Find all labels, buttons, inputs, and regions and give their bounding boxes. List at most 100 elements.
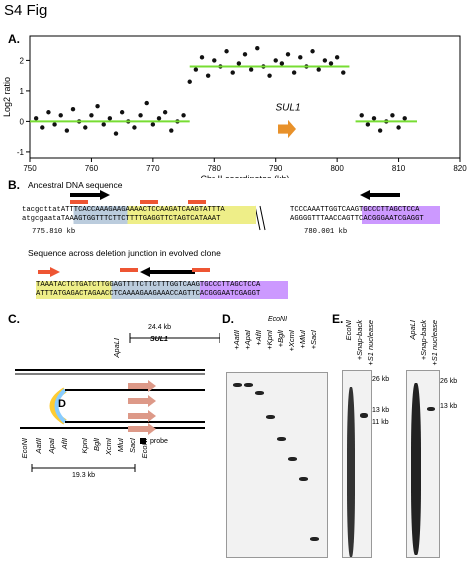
data-point: [279, 61, 285, 66]
data-point: [95, 103, 100, 109]
panel-d-label: D.: [222, 312, 234, 326]
arrow-red-2: [140, 200, 158, 204]
gene-arrow-2: [128, 395, 156, 407]
band: [233, 383, 242, 387]
d-lane-2: +ApaI: [243, 330, 252, 350]
panel-a-label: A.: [8, 32, 20, 46]
data-point: [273, 58, 278, 63]
data-point: [40, 125, 45, 130]
data-point: [328, 61, 334, 66]
gel-e-right: [406, 370, 440, 558]
distance-bottom-label: 19.3 kb: [72, 472, 95, 479]
data-point: [322, 58, 328, 63]
x-tick-label: 810: [392, 164, 406, 173]
d-lane-8: +SacI: [309, 330, 318, 350]
d-loop-label: D: [58, 398, 66, 410]
data-point: [144, 100, 149, 106]
x-axis-label: Chr II coordinates (kb): [200, 174, 289, 178]
d-lane-1: +AatII: [232, 330, 241, 350]
arrow-black-left: [360, 190, 400, 200]
data-point: [52, 122, 57, 127]
data-point: [230, 70, 235, 75]
data-point: [224, 49, 229, 54]
locus-diagram: [15, 333, 220, 472]
gel-d: [226, 372, 328, 558]
ancestral-seq-bottom-right: AGGGGTTTAACCAGTTCACGGGAATCGAGGT: [290, 215, 440, 224]
data-point: [212, 58, 217, 63]
coord-left: 775.810 kb: [32, 228, 76, 236]
band: [244, 383, 253, 387]
y-tick-label: 2: [20, 56, 25, 65]
e-left-lane-1: EcoNI: [344, 320, 353, 341]
data-point: [205, 73, 211, 78]
data-point: [107, 116, 113, 121]
junction-seq-bottom: ATTTATGAGACTAGAACCTCAAAAGAAGAAACCAGTTCAC…: [36, 290, 288, 299]
panel-b-label: B.: [8, 178, 20, 192]
site-afii: AfII: [60, 438, 69, 450]
data-point: [285, 52, 291, 57]
site-kpni: KpnI: [80, 438, 89, 454]
sequence-arrows: [38, 190, 400, 277]
arrow-black-right: [70, 190, 110, 200]
data-point: [334, 55, 340, 60]
data-point: [236, 61, 242, 66]
data-point: [169, 128, 174, 133]
e-right-lane-3: +S1 nuclease: [430, 320, 439, 366]
data-point: [187, 79, 192, 84]
data-point: [150, 122, 156, 127]
data-point: [242, 52, 248, 57]
probe-box: [140, 438, 146, 444]
x-tick-label: 750: [23, 164, 37, 173]
apali-label: ApaLI: [112, 338, 121, 358]
data-point: [298, 55, 303, 60]
band: [255, 391, 264, 395]
e-left-marker-13: 13 kb: [372, 407, 390, 414]
ancestral-seq-bottom-left: atgcgaataTAAAGTGGTTTCTTCTTTTGAGGTTCTAGTC…: [22, 215, 256, 224]
probe-label: probe: [150, 438, 168, 445]
site-bgli: BglI: [92, 438, 101, 451]
data-point: [248, 67, 254, 72]
arrow-red-3: [188, 200, 206, 204]
e-right-lane-2: +Snap-back: [419, 320, 428, 361]
x-tick-label: 820: [453, 164, 467, 173]
break-mark-2: [259, 205, 266, 231]
d-lane-3: +AfII: [254, 330, 263, 346]
data-point: [255, 46, 260, 51]
data-point: [390, 113, 395, 118]
band: [360, 413, 368, 418]
data-point: [113, 131, 119, 136]
y-tick-label: 1: [20, 87, 25, 96]
site-econi-2: EcoNI: [140, 438, 149, 459]
gel-e-left: [342, 370, 372, 558]
sul1-annotation: SUL1: [275, 103, 300, 114]
e-left-lane-2: +Snap-back: [355, 320, 364, 361]
y-tick-label: 0: [20, 117, 25, 126]
gene-arrow-1: [128, 380, 156, 392]
e-right-marker-13: 13 kb: [440, 403, 458, 410]
junction-seq-top: TAAATACTCTGATCTTGGAGTTTTCTTCTTTGGTCAAGTG…: [36, 281, 288, 290]
data-point: [70, 107, 76, 112]
ancestral-caption: Ancestral DNA sequence: [28, 180, 123, 190]
e-left-lane-3: +S1 nuclease: [366, 320, 375, 366]
data-point: [396, 125, 401, 130]
e-left-marker-11: 11 kb: [372, 419, 389, 426]
ancestral-seq-top-left: tacgcttatATTTCACCAAAGAAGAAAACTCCAAGATCAA…: [22, 206, 256, 215]
data-point: [119, 110, 125, 115]
gene-arrow-3: [128, 410, 156, 422]
y-axis-label: Log2 ratio: [2, 77, 12, 117]
data-point: [64, 128, 70, 133]
junction-arrow-red-2: [120, 268, 138, 272]
e-right-lane-1: ApaLI: [408, 320, 417, 340]
figure-title: S4 Fig: [4, 2, 48, 19]
band: [266, 415, 275, 419]
distance-top-label: 24.4 kb: [148, 324, 171, 331]
d-lane-7: +MluI: [298, 330, 307, 349]
ancestral-seq-top-right: TCCCAAATTGGTCAAGTGCCCTTAGCTCCA: [290, 206, 440, 215]
band: [310, 537, 319, 541]
data-point: [359, 113, 364, 118]
x-tick-label: 760: [85, 164, 99, 173]
arrow-red-1: [70, 200, 88, 204]
data-point: [341, 70, 346, 75]
cnv-scatter-chart: 750 760 770 780 790 800 810 820 -1 0 1 2 Chr II coor…: [2, 35, 467, 178]
data-point: [89, 113, 94, 118]
